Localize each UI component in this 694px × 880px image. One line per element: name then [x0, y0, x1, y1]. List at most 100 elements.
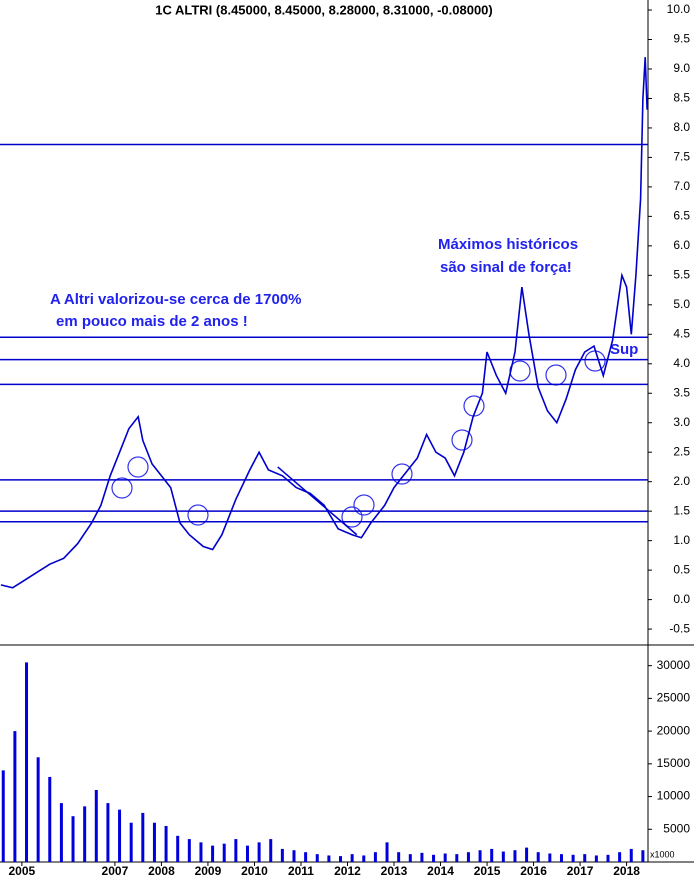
y-tick-label: 0.5 [673, 562, 690, 576]
y-tick-label: 6.5 [673, 209, 690, 223]
volume-bar [443, 853, 447, 862]
volume-bar [432, 854, 436, 862]
smiley-icon [451, 429, 473, 451]
y-tick-label: 2.5 [673, 444, 690, 458]
volume-bar [594, 855, 598, 862]
smiley-icon [391, 463, 413, 485]
y-tick-label: -0.5 [669, 621, 690, 635]
y-tick-label: 5000 [663, 821, 690, 835]
volume-bar [1, 770, 5, 862]
volume-bar [269, 839, 273, 862]
unit-label: x1000 [650, 849, 675, 859]
volume-bar [466, 852, 470, 862]
volume-bar [36, 757, 40, 862]
y-tick-label: 8.5 [673, 91, 690, 105]
x-tick-label: 2016 [520, 864, 547, 878]
volume-bar [490, 848, 494, 862]
volume-bar [397, 852, 401, 862]
x-tick-label: 2012 [334, 864, 361, 878]
volume-bar [327, 855, 331, 862]
volume-bar [583, 854, 587, 862]
volume-bar [408, 854, 412, 862]
y-tick-label: 9.5 [673, 32, 690, 46]
trend-line [277, 466, 358, 536]
volume-bar [199, 842, 203, 862]
x-tick-label: 2015 [474, 864, 501, 878]
volume-bar [304, 852, 308, 862]
y-tick-label: 7.5 [673, 150, 690, 164]
smiley-icon [187, 504, 209, 526]
y-tick-label: 20000 [657, 723, 691, 737]
volume-bar [71, 816, 75, 862]
volume-bar [83, 806, 87, 862]
y-tick-label: 3.0 [673, 415, 690, 429]
volume-bar [106, 803, 110, 862]
volume-bar [13, 731, 17, 862]
annotation: são sinal de força! [440, 259, 572, 276]
y-tick-label: 7.0 [673, 179, 690, 193]
volume-bar [373, 852, 377, 862]
volume-bar [234, 839, 238, 862]
y-tick-label: 5.5 [673, 268, 690, 282]
volume-bar [164, 826, 168, 862]
volume-bar [187, 839, 191, 862]
x-tick-label: 2008 [148, 864, 175, 878]
volume-bar [25, 662, 29, 862]
volume-bar [513, 850, 517, 862]
volume-bar [536, 852, 540, 862]
annotation: em pouco mais de 2 anos ! [56, 313, 248, 330]
volume-bar [420, 852, 424, 862]
x-tick-label: 2011 [288, 864, 314, 878]
smiley-icon [341, 506, 363, 528]
volume-bar [292, 850, 296, 862]
annotation: Máximos históricos [438, 236, 578, 253]
volume-bar [59, 803, 63, 862]
y-tick-label: 10.0 [667, 2, 691, 16]
volume-bar [362, 855, 366, 862]
volume-bar [559, 854, 563, 862]
volume-bar [257, 842, 261, 862]
smiley-icon [111, 477, 133, 499]
y-tick-label: 2.0 [673, 474, 690, 488]
y-tick-label: 4.5 [673, 326, 690, 340]
x-tick-label: 2014 [427, 864, 454, 878]
volume-bar [455, 854, 459, 862]
y-tick-label: 1.5 [673, 503, 690, 517]
volume-bar [548, 853, 552, 862]
x-tick-label: 2005 [9, 864, 36, 878]
smiley-icon [127, 456, 149, 478]
volume-bar [478, 850, 482, 862]
volume-bar [571, 854, 575, 862]
y-tick-label: 6.0 [673, 238, 690, 252]
volume-bar [525, 847, 529, 862]
smiley-icon [353, 494, 375, 516]
annotation: A Altri valorizou-se cerca de 1700% [50, 291, 302, 308]
y-tick-label: 15000 [657, 756, 691, 770]
y-tick-label: 30000 [657, 658, 691, 672]
volume-bar [94, 790, 98, 862]
volume-bar [385, 842, 389, 862]
price-line [0, 57, 648, 589]
volume-bar [315, 854, 319, 862]
volume-bar [501, 851, 505, 862]
x-tick-label: 2009 [195, 864, 222, 878]
volume-bar [176, 835, 180, 862]
volume-bar [641, 850, 645, 862]
volume-bar [350, 854, 354, 862]
x-tick-label: 2017 [567, 864, 594, 878]
chart-title: 1C ALTRI (8.45000, 8.45000, 8.28000, 8.3… [155, 2, 493, 17]
y-tick-label: 25000 [657, 691, 691, 705]
volume-bar [629, 848, 633, 862]
y-tick-label: 10000 [657, 789, 691, 803]
volume-bar [129, 822, 133, 862]
y-tick-label: 9.0 [673, 61, 690, 75]
y-tick-label: 8.0 [673, 120, 690, 134]
volume-bar [118, 809, 122, 862]
volume-bar [280, 848, 284, 862]
x-tick-label: 2007 [102, 864, 129, 878]
volume-bar [222, 843, 226, 862]
volume-bar [618, 852, 622, 862]
x-tick-label: 2013 [381, 864, 408, 878]
x-tick-label: 2018 [613, 864, 640, 878]
